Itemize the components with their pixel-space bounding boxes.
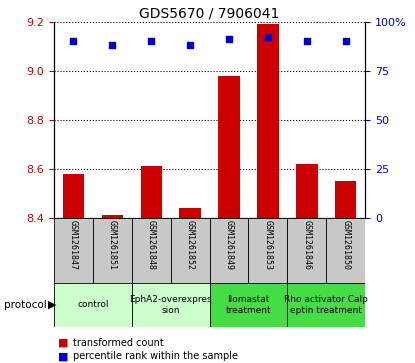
Bar <box>102 215 123 218</box>
Title: GDS5670 / 7906041: GDS5670 / 7906041 <box>139 7 280 21</box>
Text: ■: ■ <box>58 338 68 348</box>
Point <box>109 42 116 48</box>
Text: EphA2-overexpres
sion: EphA2-overexpres sion <box>129 295 212 315</box>
Text: control: control <box>77 301 109 309</box>
Bar <box>296 164 317 218</box>
Bar <box>54 218 93 283</box>
Point <box>265 34 271 40</box>
Bar <box>257 24 278 218</box>
Bar <box>54 283 132 327</box>
Bar <box>63 174 84 218</box>
Bar <box>287 218 326 283</box>
Point <box>70 38 77 44</box>
Text: protocol: protocol <box>4 300 47 310</box>
Bar <box>218 76 240 218</box>
Bar <box>132 218 171 283</box>
Text: Rho activator Calp
eptin treatment: Rho activator Calp eptin treatment <box>284 295 368 315</box>
Bar <box>141 166 162 218</box>
Text: GSM1261848: GSM1261848 <box>147 220 156 270</box>
Point <box>148 38 154 44</box>
Text: GSM1261853: GSM1261853 <box>264 220 272 270</box>
Text: GSM1261846: GSM1261846 <box>303 220 311 270</box>
Text: GSM1261847: GSM1261847 <box>69 220 78 270</box>
Point <box>342 38 349 44</box>
Text: GSM1261849: GSM1261849 <box>225 220 234 270</box>
Text: transformed count: transformed count <box>73 338 164 348</box>
Bar <box>287 283 365 327</box>
Text: GSM1261851: GSM1261851 <box>108 220 117 270</box>
Point <box>303 38 310 44</box>
Bar <box>210 283 287 327</box>
Bar <box>335 181 356 218</box>
Bar <box>132 283 210 327</box>
Bar <box>210 218 249 283</box>
Bar <box>326 218 365 283</box>
Text: Ilomastat
treatment: Ilomastat treatment <box>226 295 271 315</box>
Point <box>226 37 232 42</box>
Text: GSM1261852: GSM1261852 <box>186 220 195 270</box>
Point <box>187 42 193 48</box>
Text: GSM1261850: GSM1261850 <box>341 220 350 270</box>
Text: ■: ■ <box>58 351 68 362</box>
Bar <box>171 218 210 283</box>
Text: ▶: ▶ <box>48 300 56 310</box>
Bar <box>249 218 287 283</box>
Bar <box>93 218 132 283</box>
Bar <box>179 208 201 218</box>
Text: percentile rank within the sample: percentile rank within the sample <box>73 351 238 362</box>
